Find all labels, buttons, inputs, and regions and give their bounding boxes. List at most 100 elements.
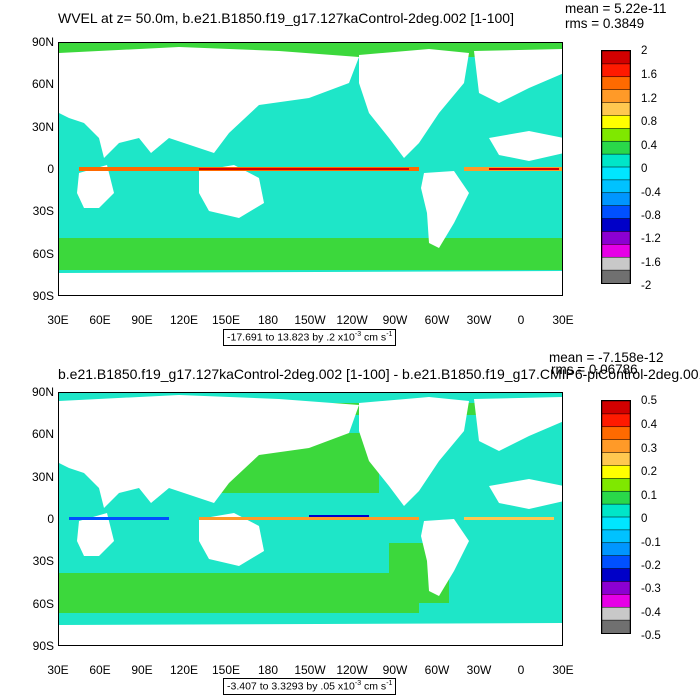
colorbar-swatch (601, 465, 631, 480)
colorbar-swatch (601, 503, 631, 518)
colorbar-label: 0.5 (641, 395, 657, 407)
lat-label: 60N (31, 427, 54, 441)
rms-stat: rms = 0.06786 (551, 362, 638, 377)
rms-stat: rms = 0.3849 (565, 16, 645, 31)
colorbar-swatch (601, 478, 631, 492)
lat-label: 60S (32, 247, 54, 261)
mean-stat: mean = -7.158e-12 (549, 350, 664, 365)
lon-label: 30E (552, 313, 574, 327)
colorbar-label: -2 (641, 280, 652, 292)
colorbar-swatch (601, 606, 631, 621)
panel-top: WVEL at z= 50.0m, b.e21.B1850.f19_g17.12… (31, 1, 667, 346)
lon-label: 90E (131, 663, 153, 677)
colorbar-swatch (601, 166, 631, 181)
lon-label: 60W (424, 663, 450, 677)
panel-bottom: b.e21.B1850.f19_g17.127kaControl-2deg.00… (0, 350, 700, 700)
colorbar-swatch (601, 439, 631, 454)
lon-label: 150W (294, 313, 326, 327)
lon-label: 120E (169, 313, 199, 327)
colorbar-label: -0.3 (641, 583, 661, 595)
lon-label: 60E (89, 313, 111, 327)
colorbar-swatch (601, 244, 631, 258)
lat-label: 30N (31, 470, 54, 484)
mean-stat: mean = 5.22e-11 (565, 1, 667, 16)
map-plot (58, 392, 563, 646)
colorbar-swatch (601, 89, 631, 104)
colorbar-swatch (601, 115, 631, 130)
map-field-svg (59, 43, 562, 295)
lon-label: 30E (552, 663, 574, 677)
colorbar-swatch (601, 452, 631, 467)
lon-label: 150E (211, 663, 241, 677)
lat-label: 0 (47, 512, 54, 526)
lat-label: 60N (31, 77, 54, 91)
colorbar-swatch (601, 63, 631, 78)
colorbar-swatch (601, 529, 631, 544)
colorbar-swatches (601, 400, 631, 634)
lat-label: 90S (32, 639, 54, 653)
colorbar-swatch (601, 205, 631, 220)
colorbar-swatch (601, 413, 631, 428)
lat-label: 0 (47, 162, 54, 176)
lon-label: 180 (257, 663, 279, 677)
colorbar-svg (601, 50, 631, 284)
colorbar-swatch (601, 581, 631, 596)
colorbar-swatch (601, 555, 631, 570)
colorbar-swatch (601, 76, 631, 91)
colorbar-label: -1.2 (641, 233, 661, 245)
colorbar-label: -0.5 (641, 630, 661, 642)
lon-label: 90W (382, 313, 408, 327)
lon-label: 30W (466, 313, 492, 327)
lon-label: 60W (424, 313, 450, 327)
colorbar-swatch (601, 140, 631, 155)
lat-label: 90N (31, 385, 54, 399)
colorbar-label: 0 (641, 163, 648, 175)
lon-label: 120W (336, 663, 368, 677)
colorbar-swatch (601, 50, 631, 65)
colorbar-swatch (601, 128, 631, 142)
colorbar-label: 0 (641, 513, 648, 525)
colorbar-label: 0.1 (641, 490, 657, 502)
lat-label: 90S (32, 289, 54, 303)
lon-label: 150W (294, 663, 326, 677)
lat-label: 90N (31, 35, 54, 49)
colorbar-svg (601, 400, 631, 634)
lat-label: 30N (31, 120, 54, 134)
colorbar-label: -0.4 (641, 187, 661, 199)
lon-label: 90W (382, 663, 408, 677)
lon-label: 120E (169, 663, 199, 677)
lon-label: 0 (517, 313, 525, 327)
colorbar-swatch (601, 516, 631, 531)
contour-range-note: -3.407 to 3.3293 by .05 x10-3 cm s-1 (223, 678, 397, 695)
colorbar-swatch (601, 231, 631, 246)
colorbar-swatch (601, 568, 631, 583)
colorbar-swatch (601, 256, 631, 271)
plot-title: WVEL at z= 50.0m, b.e21.B1850.f19_g17.12… (58, 10, 514, 26)
colorbar-swatch (601, 192, 631, 207)
colorbar-label: 0.4 (641, 419, 657, 431)
map-plot (58, 42, 563, 296)
colorbar-label: -1.6 (641, 257, 661, 269)
contour-range-note: -17.691 to 13.823 by .2 x10-3 cm s-1 (223, 329, 397, 346)
lat-label: 30S (32, 554, 54, 568)
lon-label: 150E (211, 313, 241, 327)
lon-label: 90E (131, 313, 153, 327)
colorbar-label: 0.4 (641, 140, 657, 152)
colorbar-swatch (601, 490, 631, 505)
colorbar-swatch (601, 594, 631, 608)
colorbar-label: -0.8 (641, 210, 661, 222)
colorbar-swatch (601, 542, 631, 557)
colorbar-swatch (601, 153, 631, 168)
colorbar-label: -0.4 (641, 607, 661, 619)
colorbar-swatch (601, 400, 631, 415)
lon-label: 30W (466, 663, 492, 677)
lat-label: 60S (32, 597, 54, 611)
colorbar-swatch (601, 269, 631, 284)
colorbar-swatch (601, 218, 631, 233)
colorbar-swatch (601, 179, 631, 194)
colorbar-label: 0.8 (641, 116, 657, 128)
lon-label: 0 (517, 663, 525, 677)
colorbar-label: -0.2 (641, 560, 661, 572)
lat-label: 30S (32, 204, 54, 218)
map-field-svg (59, 393, 562, 645)
